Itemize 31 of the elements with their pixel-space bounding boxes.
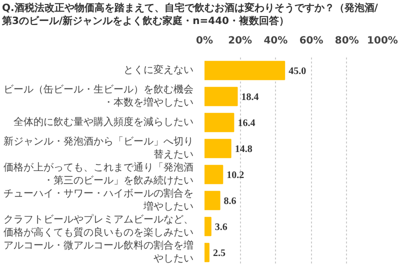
bar (204, 138, 232, 158)
x-tick-label: 20% (228, 36, 252, 46)
x-tick-label: 60% (299, 36, 324, 46)
bar (204, 60, 286, 80)
bar (204, 112, 234, 132)
data-label: 14.8 (234, 144, 252, 155)
data-label: 10.2 (226, 170, 244, 181)
data-label: 2.5 (212, 248, 226, 259)
y-tick-label: チューハイ・サワー・ハイボールの割合を増やしたい (4, 187, 194, 213)
y-tick-label: 価格が上がっても、これまで通り「発泡酒・第三のビール」を飲み続けたい (4, 161, 194, 187)
x-tick-label: 100% (367, 36, 398, 46)
y-tick-label: ビール（缶ビール・生ビール）を飲む機会・本数を増やしたい (4, 83, 194, 109)
bar (204, 164, 224, 184)
bar (204, 242, 210, 262)
x-tick-label: 80% (334, 36, 359, 46)
data-label: 45.0 (288, 66, 306, 77)
data-label: 3.6 (214, 222, 228, 233)
x-tick-label: 40% (264, 36, 288, 46)
data-label: 18.4 (241, 92, 259, 103)
y-tick-label: 全体的に飲む量や購入頻度を減らしたい (14, 116, 194, 128)
chart-title: Q.酒税法改正や物価高を踏まえて、自宅で飲むお酒は変わりそうですか？（発泡酒/ 第3のビール/新ジャンルをよく飲む家庭・n=440・複数回答） (2, 2, 378, 28)
y-tick-label: とくに変えない (124, 64, 194, 76)
x-tick-label: 0% (196, 36, 213, 46)
data-label: 16.4 (238, 118, 256, 129)
y-tick-label: 新ジャンル・発泡酒から「ビール」へ切り替えたい (4, 135, 194, 161)
bar (204, 190, 220, 210)
y-tick-label: クラフトビールやプレミアムビールなど、価格が高くても質の良いものを楽しみたい (4, 213, 194, 239)
bar (204, 216, 212, 236)
data-label: 8.6 (224, 196, 236, 207)
y-tick-label: アルコール・微アルコール飲料の割合を増やしたい (4, 239, 194, 265)
bar (204, 86, 238, 106)
